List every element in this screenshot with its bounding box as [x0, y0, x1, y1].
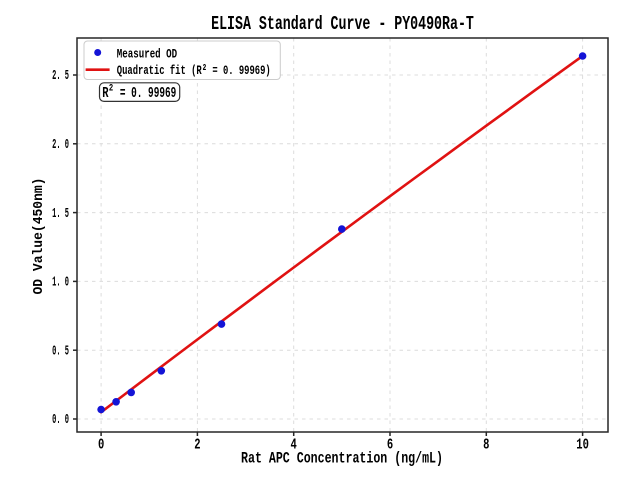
svg-text:OD Value(450nm): OD Value(450nm) [32, 178, 48, 295]
svg-text:2: 2 [109, 83, 113, 94]
svg-text:2: 2 [194, 436, 200, 453]
svg-text:2. 5: 2. 5 [52, 69, 69, 84]
svg-text:= 0. 99969: = 0. 99969 [120, 85, 176, 102]
svg-text:Rat APC Concentration (ng/mL): Rat APC Concentration (ng/mL) [241, 450, 443, 468]
svg-text:4: 4 [291, 436, 297, 453]
svg-text:0: 0 [98, 436, 104, 453]
svg-text:Quadratic fit (R² = 0. 99969): Quadratic fit (R² = 0. 99969) [117, 65, 271, 79]
svg-text:2. 0: 2. 0 [52, 138, 69, 153]
svg-text:0. 5: 0. 5 [52, 344, 69, 359]
svg-text:R: R [102, 84, 109, 101]
svg-text:10: 10 [576, 436, 589, 453]
svg-text:ELISA Standard Curve - PY0490R: ELISA Standard Curve - PY0490Ra-T [211, 13, 474, 35]
svg-text:Measured OD: Measured OD [117, 48, 177, 62]
svg-text:0. 0: 0. 0 [52, 413, 69, 428]
svg-text:1. 5: 1. 5 [52, 207, 69, 222]
svg-text:6: 6 [387, 436, 393, 453]
svg-text:8: 8 [483, 436, 489, 453]
svg-text:1. 0: 1. 0 [52, 276, 69, 291]
